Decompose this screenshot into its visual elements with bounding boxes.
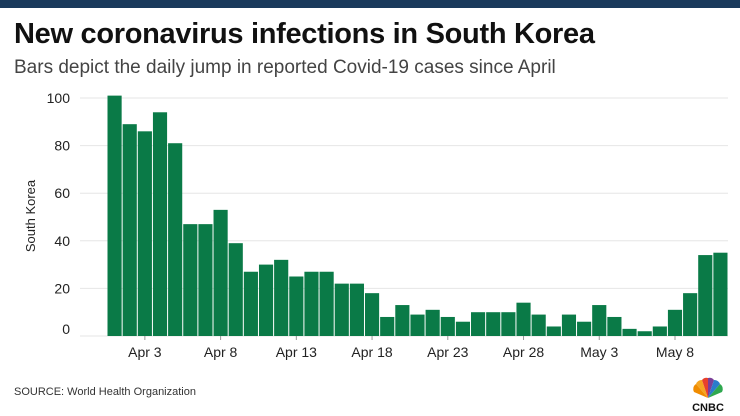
x-tick-label: Apr 28 xyxy=(503,344,544,360)
bar xyxy=(501,312,516,336)
cnbc-peacock-logo: CNBC xyxy=(692,377,724,414)
bar xyxy=(380,316,395,336)
bar xyxy=(122,124,137,337)
bar-chart: 100 80 60 40 20 0 Apr 3 Apr 8 Apr 13 Apr 18 Apr 2… xyxy=(23,90,728,360)
bar xyxy=(440,316,455,336)
bar xyxy=(349,283,364,336)
bar xyxy=(455,321,471,336)
bar xyxy=(258,264,274,336)
bar xyxy=(425,309,440,336)
y-axis-label: South Korea xyxy=(23,179,38,252)
bar xyxy=(274,259,289,336)
x-tick-label: Apr 3 xyxy=(128,344,162,360)
bar xyxy=(289,276,304,336)
bar xyxy=(395,305,410,336)
bar xyxy=(107,95,122,337)
y-tick-label: 80 xyxy=(54,138,70,154)
bar xyxy=(183,224,198,336)
bar xyxy=(546,326,561,336)
header-rule xyxy=(0,0,740,8)
bar xyxy=(471,312,486,336)
bar xyxy=(319,271,334,336)
bar xyxy=(713,252,728,336)
bar xyxy=(577,321,592,336)
bar xyxy=(410,314,425,336)
bar xyxy=(698,255,713,336)
peacock-icon xyxy=(693,377,723,398)
bar xyxy=(334,283,349,336)
bar xyxy=(561,314,577,336)
bar xyxy=(683,293,698,336)
bar xyxy=(228,243,243,336)
y-axis-ticks: 100 80 60 40 20 0 xyxy=(47,90,71,337)
bar xyxy=(213,209,228,336)
bar xyxy=(243,271,258,336)
bar xyxy=(652,326,667,336)
bar xyxy=(622,328,637,336)
chart-title: New coronavirus infections in South Kore… xyxy=(14,18,595,50)
bars xyxy=(107,95,728,337)
y-tick-label: 0 xyxy=(62,321,70,337)
bar xyxy=(364,293,380,336)
bar xyxy=(486,312,501,336)
chart-subtitle: Bars depict the daily jump in reported C… xyxy=(14,57,556,78)
y-tick-label: 20 xyxy=(54,280,70,296)
bar xyxy=(516,302,531,336)
bar xyxy=(607,316,622,336)
y-tick-label: 40 xyxy=(54,233,70,249)
x-tick-label: Apr 23 xyxy=(427,344,468,360)
bar xyxy=(168,143,183,336)
bar xyxy=(637,331,652,336)
y-tick-label: 100 xyxy=(47,90,71,106)
source-note: SOURCE: World Health Organization xyxy=(14,386,196,398)
bar xyxy=(667,309,683,336)
bar xyxy=(531,314,546,336)
bar xyxy=(137,131,152,336)
logo-wordmark: CNBC xyxy=(692,402,724,414)
bar xyxy=(198,224,213,336)
x-axis-ticks: Apr 3 Apr 8 Apr 13 Apr 18 Apr 23 Apr 28 May 3 M… xyxy=(128,336,694,360)
x-tick-label: Apr 8 xyxy=(204,344,238,360)
x-tick-label: May 8 xyxy=(656,344,694,360)
x-tick-label: Apr 13 xyxy=(276,344,317,360)
bar xyxy=(592,305,607,336)
x-tick-label: May 3 xyxy=(580,344,618,360)
bar xyxy=(152,112,168,336)
y-tick-label: 60 xyxy=(54,185,70,201)
x-tick-label: Apr 18 xyxy=(351,344,392,360)
bar xyxy=(304,271,319,336)
